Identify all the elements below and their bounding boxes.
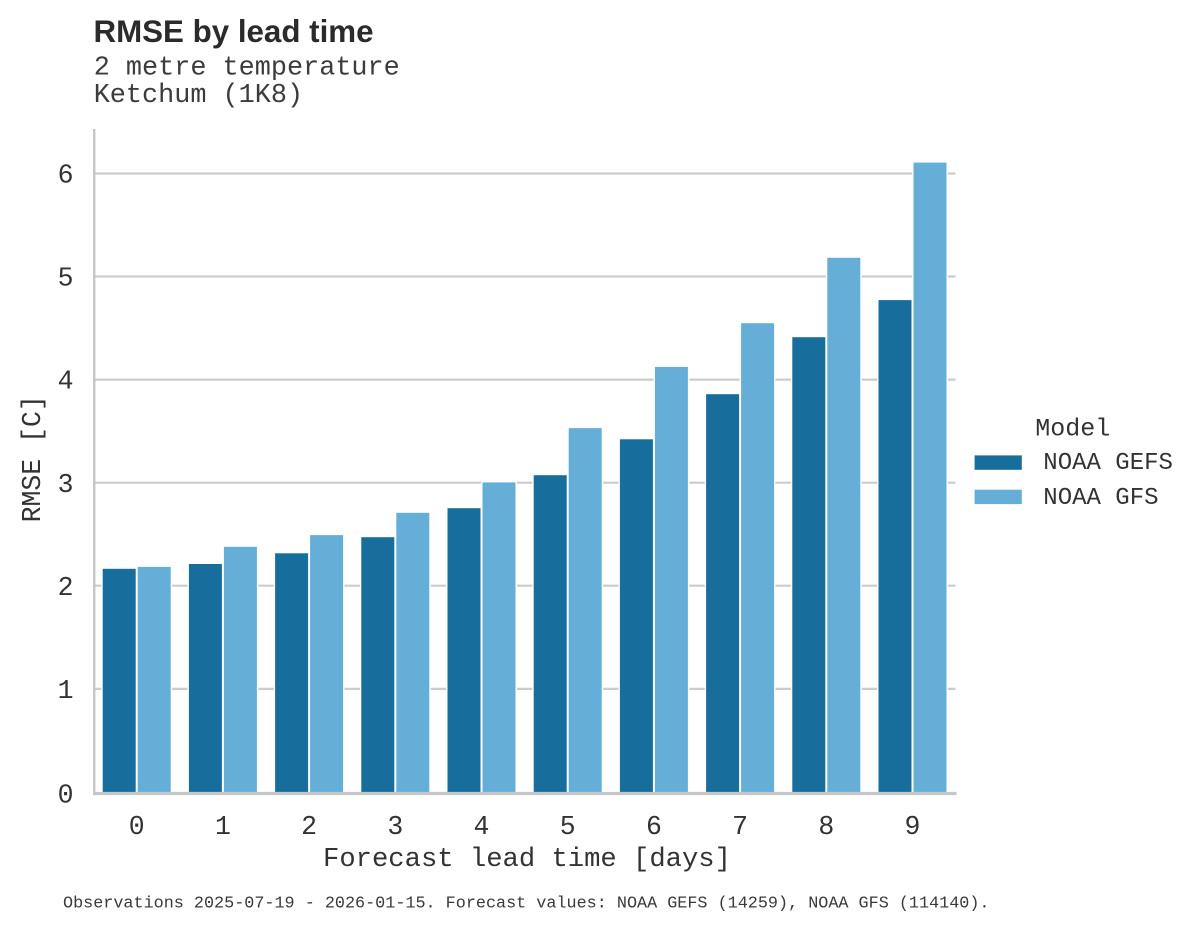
svg-text:2: 2	[58, 573, 74, 603]
svg-text:RMSE by lead time: RMSE by lead time	[94, 14, 374, 49]
svg-text:Observations 2025-07-19 - 2026: Observations 2025-07-19 - 2026-01-15. Fo…	[63, 895, 989, 914]
svg-text:3: 3	[58, 470, 74, 500]
svg-text:5: 5	[58, 264, 74, 294]
svg-text:4: 4	[58, 367, 74, 397]
svg-text:5: 5	[560, 812, 576, 842]
svg-text:3: 3	[387, 812, 403, 842]
svg-text:Model: Model	[1035, 414, 1110, 443]
svg-text:7: 7	[732, 812, 748, 842]
svg-text:0: 0	[58, 781, 74, 811]
svg-text:RMSE [C]: RMSE [C]	[18, 395, 48, 522]
svg-text:NOAA GFS: NOAA GFS	[1043, 485, 1158, 512]
svg-text:Ketchum (1K8): Ketchum (1K8)	[94, 81, 303, 111]
svg-text:2 metre temperature: 2 metre temperature	[94, 54, 400, 84]
svg-text:1: 1	[58, 676, 74, 706]
svg-text:NOAA GEFS: NOAA GEFS	[1043, 450, 1173, 477]
svg-text:1: 1	[215, 812, 231, 842]
svg-text:2: 2	[301, 812, 317, 842]
svg-text:9: 9	[905, 812, 921, 842]
svg-text:6: 6	[58, 161, 74, 191]
svg-text:6: 6	[646, 812, 662, 842]
svg-text:8: 8	[818, 812, 834, 842]
svg-text:Forecast lead time [days]: Forecast lead time [days]	[323, 844, 731, 875]
svg-text:4: 4	[474, 812, 490, 842]
svg-text:0: 0	[129, 812, 145, 842]
